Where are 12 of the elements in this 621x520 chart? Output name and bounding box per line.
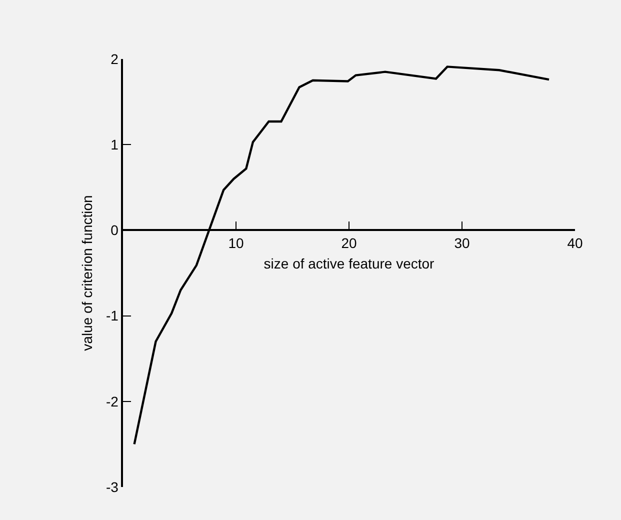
y-tick-label: 1 xyxy=(110,136,119,152)
y-tick-label: -2 xyxy=(106,393,119,410)
x-tick-label: 40 xyxy=(567,234,583,251)
y-tick-label: 0 xyxy=(110,222,119,238)
y-axis-title: value of criterion function xyxy=(79,195,96,351)
x-tick-label: 30 xyxy=(454,234,470,251)
x-tick-label: 20 xyxy=(341,234,357,251)
y-tick-label: 2 xyxy=(110,50,119,67)
y-tick-label: -1 xyxy=(106,308,119,324)
x-tick-label: 10 xyxy=(228,234,244,251)
y-tick-label: -3 xyxy=(106,478,119,495)
x-axis-title: size of active feature vector xyxy=(264,256,435,272)
